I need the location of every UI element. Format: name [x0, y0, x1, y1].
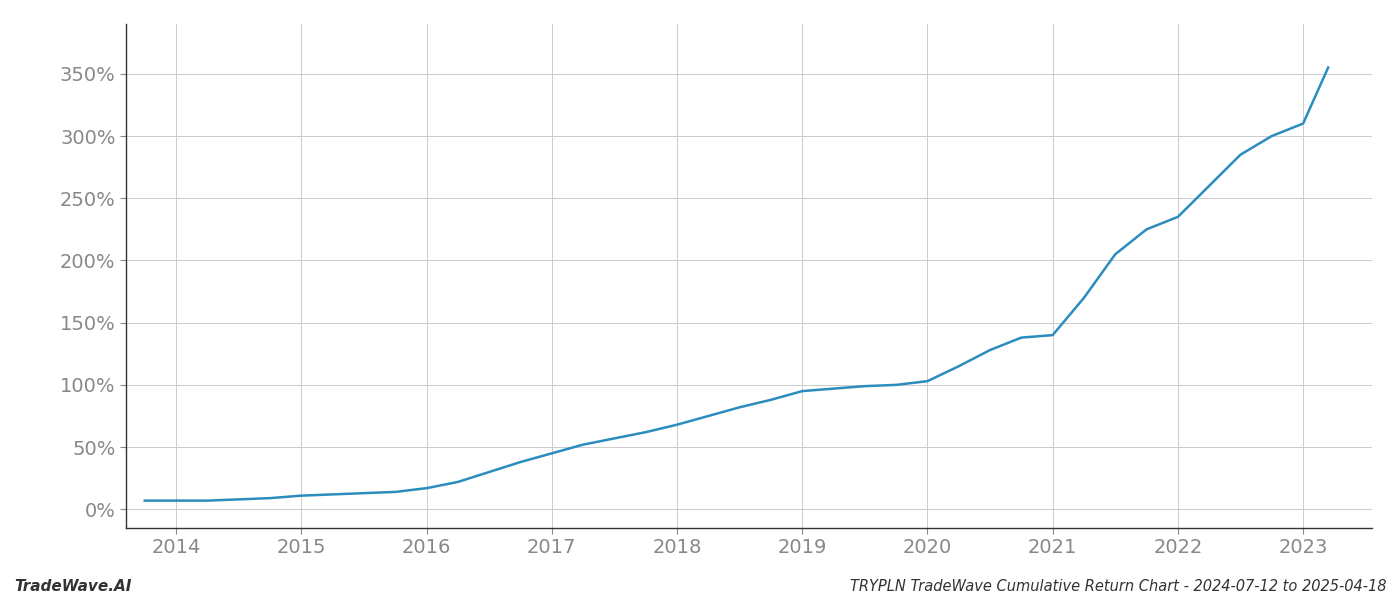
Text: TRYPLN TradeWave Cumulative Return Chart - 2024-07-12 to 2025-04-18: TRYPLN TradeWave Cumulative Return Chart…: [850, 579, 1386, 594]
Text: TradeWave.AI: TradeWave.AI: [14, 579, 132, 594]
